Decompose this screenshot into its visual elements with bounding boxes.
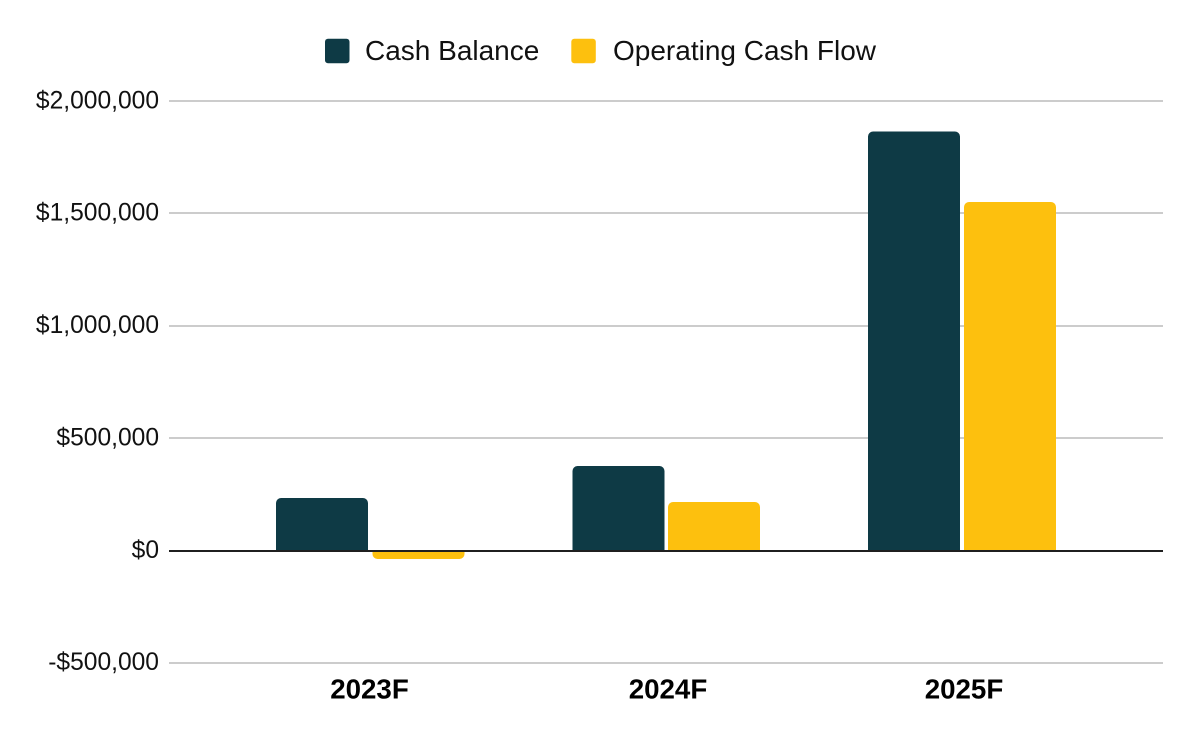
svg-text:$2,000,000: $2,000,000: [36, 87, 159, 114]
svg-text:Cash Balance: Cash Balance: [365, 35, 539, 66]
svg-text:$0: $0: [132, 537, 159, 564]
svg-text:$1,500,000: $1,500,000: [36, 200, 159, 227]
svg-text:2025F: 2025F: [925, 674, 1004, 705]
svg-text:-$500,000: -$500,000: [48, 649, 159, 676]
svg-text:$1,000,000: $1,000,000: [36, 312, 159, 339]
svg-text:$500,000: $500,000: [56, 424, 159, 451]
svg-text:Operating Cash Flow: Operating Cash Flow: [613, 35, 877, 66]
svg-text:2024F: 2024F: [629, 674, 708, 705]
svg-text:2023F: 2023F: [330, 674, 409, 705]
